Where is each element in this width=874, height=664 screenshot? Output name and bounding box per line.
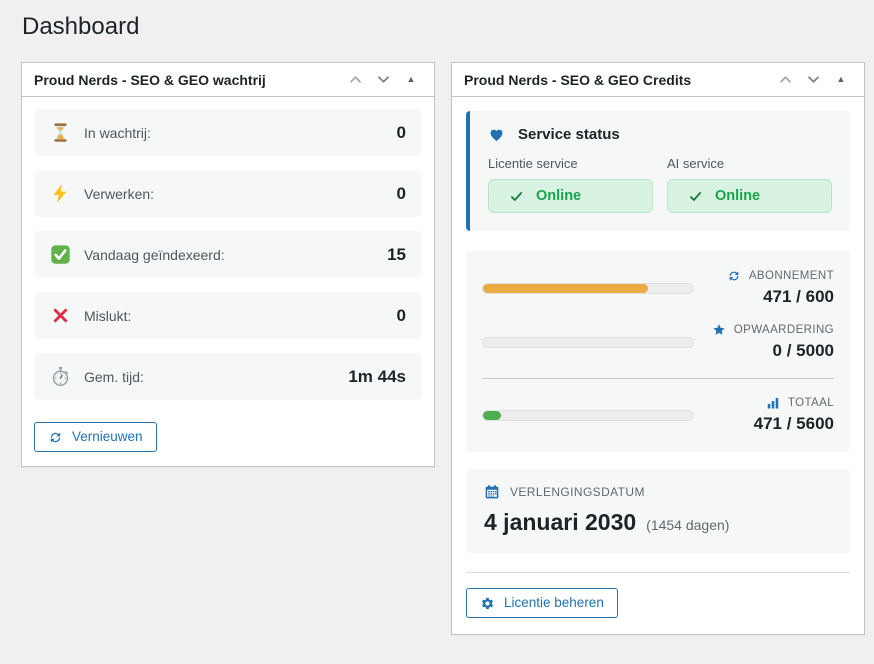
refresh-button[interactable]: Vernieuwen (34, 422, 157, 453)
renewal-card: VERLENGINGSDATUM 4 januari 2030 (1454 da… (466, 469, 850, 553)
credits-divider (482, 378, 834, 379)
stat-row-processing: Verwerken: 0 (34, 170, 422, 217)
credit-row-total: TOTAAL 471 / 5600 (482, 396, 834, 434)
subscription-progress-bar (482, 282, 694, 294)
credit-label: OPWAARDERING (733, 324, 834, 336)
stat-value: 1m 44s (348, 366, 406, 386)
manage-license-button-label: Licentie beheren (504, 595, 604, 610)
credit-label: ABONNEMENT (748, 270, 834, 282)
chevron-up-icon (779, 76, 791, 83)
service-label: AI service (667, 156, 725, 171)
stat-label: Mislukt: (84, 307, 132, 324)
service-label: Licentie service (488, 156, 578, 171)
ai-service-column: AI service Online (667, 156, 832, 213)
queue-widget: Proud Nerds - SEO & GEO wachtrij ▲ In wa… (21, 62, 435, 468)
checkmark-icon (510, 191, 523, 201)
credits-widget-body: Service status Licentie service Online A… (452, 97, 864, 634)
renewal-date: 4 januari 2030 (484, 509, 637, 535)
renewal-days-remaining: (1454 dagen) (646, 517, 730, 533)
chevron-down-icon (377, 76, 389, 83)
total-progress-bar (482, 409, 694, 421)
status-badge-online: Online (667, 179, 832, 213)
credit-row-subscription: ABONNEMENT 471 / 600 (482, 269, 834, 307)
page-title: Dashboard (22, 13, 140, 40)
refresh-icon (50, 432, 61, 443)
move-down-button[interactable] (370, 67, 396, 93)
credit-label: TOTAAL (787, 397, 834, 409)
stat-label: Gem. tijd: (84, 368, 144, 385)
credits-widget-header: Proud Nerds - SEO & GEO Credits ▲ (452, 63, 864, 97)
checkmark-icon (689, 191, 702, 201)
stopwatch-icon (50, 366, 71, 387)
star-icon (713, 324, 725, 335)
credit-value: 471 / 600 (763, 287, 834, 306)
bar-chart-icon (767, 398, 779, 409)
stat-value: 0 (396, 122, 406, 142)
queue-widget-header: Proud Nerds - SEO & GEO wachtrij ▲ (22, 63, 434, 97)
heart-icon (490, 129, 503, 142)
stat-row-failed: Mislukt: 0 (34, 292, 422, 339)
stat-row-avg-time: Gem. tijd: 1m 44s (34, 353, 422, 400)
credit-row-upgrade: OPWAARDERING 0 / 5000 (482, 323, 834, 361)
service-status-title: Service status (518, 126, 620, 143)
credits-widget: Proud Nerds - SEO & GEO Credits ▲ Servic… (451, 62, 865, 636)
credit-value: 0 / 5000 (772, 341, 834, 360)
triangle-up-icon: ▲ (406, 74, 416, 84)
toggle-panel-button[interactable]: ▲ (828, 67, 854, 93)
calendar-icon (485, 485, 499, 499)
stat-row-in-queue: In wachtrij: 0 (34, 109, 422, 156)
chevron-up-icon (349, 76, 361, 83)
stat-value: 0 (396, 305, 406, 325)
footer-divider (466, 572, 850, 573)
hourglass-icon (50, 122, 71, 143)
manage-license-button[interactable]: Licentie beheren (466, 588, 618, 619)
triangle-up-icon: ▲ (836, 74, 846, 84)
gear-icon (481, 597, 494, 609)
renewal-label: VERLENGINGSDATUM (510, 485, 645, 499)
service-status-card: Service status Licentie service Online A… (466, 111, 850, 231)
refresh-button-label: Vernieuwen (72, 429, 143, 444)
toggle-panel-button[interactable]: ▲ (398, 67, 424, 93)
stat-value: 0 (396, 183, 406, 203)
license-service-column: Licentie service Online (488, 156, 653, 213)
queue-widget-title: Proud Nerds - SEO & GEO wachtrij (34, 71, 266, 88)
status-text: Online (536, 188, 582, 204)
stat-label: Vandaag geïndexeerd: (84, 246, 225, 263)
move-up-button[interactable] (772, 67, 798, 93)
stat-row-indexed-today: Vandaag geïndexeerd: 15 (34, 231, 422, 278)
upgrade-progress-bar (482, 336, 694, 348)
credits-widget-title: Proud Nerds - SEO & GEO Credits (464, 71, 692, 88)
status-badge-online: Online (488, 179, 653, 213)
stat-label: Verwerken: (84, 185, 155, 202)
stat-value: 15 (387, 244, 406, 264)
stat-label: In wachtrij: (84, 124, 151, 141)
status-text: Online (715, 188, 761, 204)
move-down-button[interactable] (800, 67, 826, 93)
cross-icon (50, 305, 71, 326)
check-icon (50, 244, 71, 265)
chevron-down-icon (807, 76, 819, 83)
progress-fill (483, 410, 501, 420)
queue-widget-body: In wachtrij: 0 Verwerken: 0 Vandaag geïn… (22, 97, 434, 466)
refresh-icon (729, 271, 739, 281)
move-up-button[interactable] (342, 67, 368, 93)
lightning-icon (50, 183, 71, 204)
credits-card: ABONNEMENT 471 / 600 OPWAARDERING 0 / 50… (466, 251, 850, 452)
progress-fill (483, 283, 648, 293)
credit-value: 471 / 5600 (753, 414, 834, 433)
